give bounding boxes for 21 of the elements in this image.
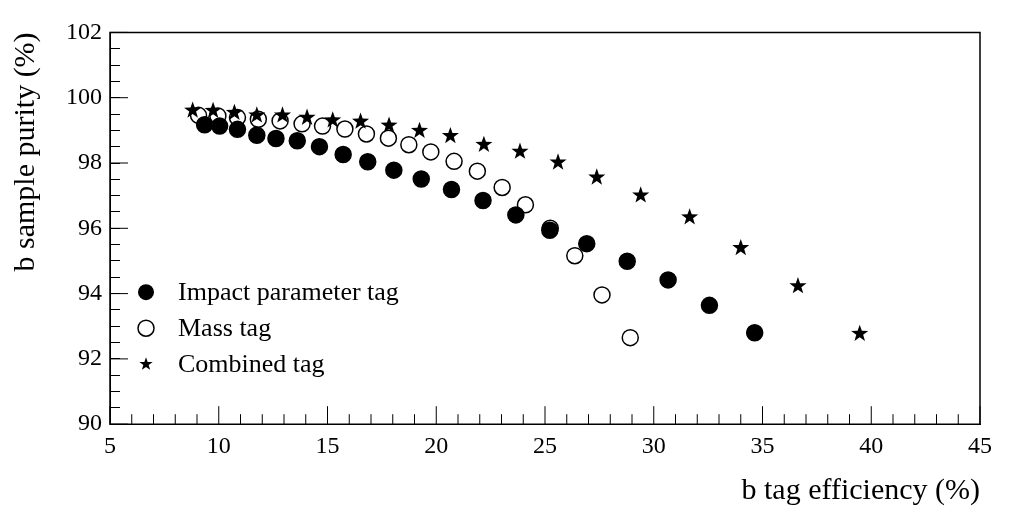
y-tick-label: 102 [66, 17, 102, 44]
x-tick-label: 45 [968, 431, 992, 458]
x-axis-title: b tag efficiency (%) [741, 471, 980, 506]
y-tick-label: 92 [78, 344, 102, 371]
legend-label: Impact parameter tag [178, 277, 399, 307]
x-tick-label: 10 [206, 431, 231, 458]
y-tick-label: 100 [66, 83, 102, 109]
x-tick-label: 40 [859, 431, 884, 458]
x-tick-label: 35 [750, 431, 775, 458]
y-tick-label: 98 [78, 148, 102, 175]
y-tick-label: 90 [78, 409, 102, 436]
y-tick-label: 96 [78, 213, 102, 240]
x-tick-label: 30 [641, 431, 666, 458]
y-tick-label: 94 [78, 278, 102, 305]
y-axis-title: b sample purity (%) [6, 32, 41, 272]
legend-label: Mass tag [178, 313, 272, 343]
legend-label: Combined tag [178, 349, 325, 379]
x-tick-label: 25 [533, 431, 557, 458]
x-tick-label: 20 [424, 431, 449, 458]
x-tick-label: 5 [104, 431, 116, 458]
x-tick-label: 15 [315, 431, 340, 458]
